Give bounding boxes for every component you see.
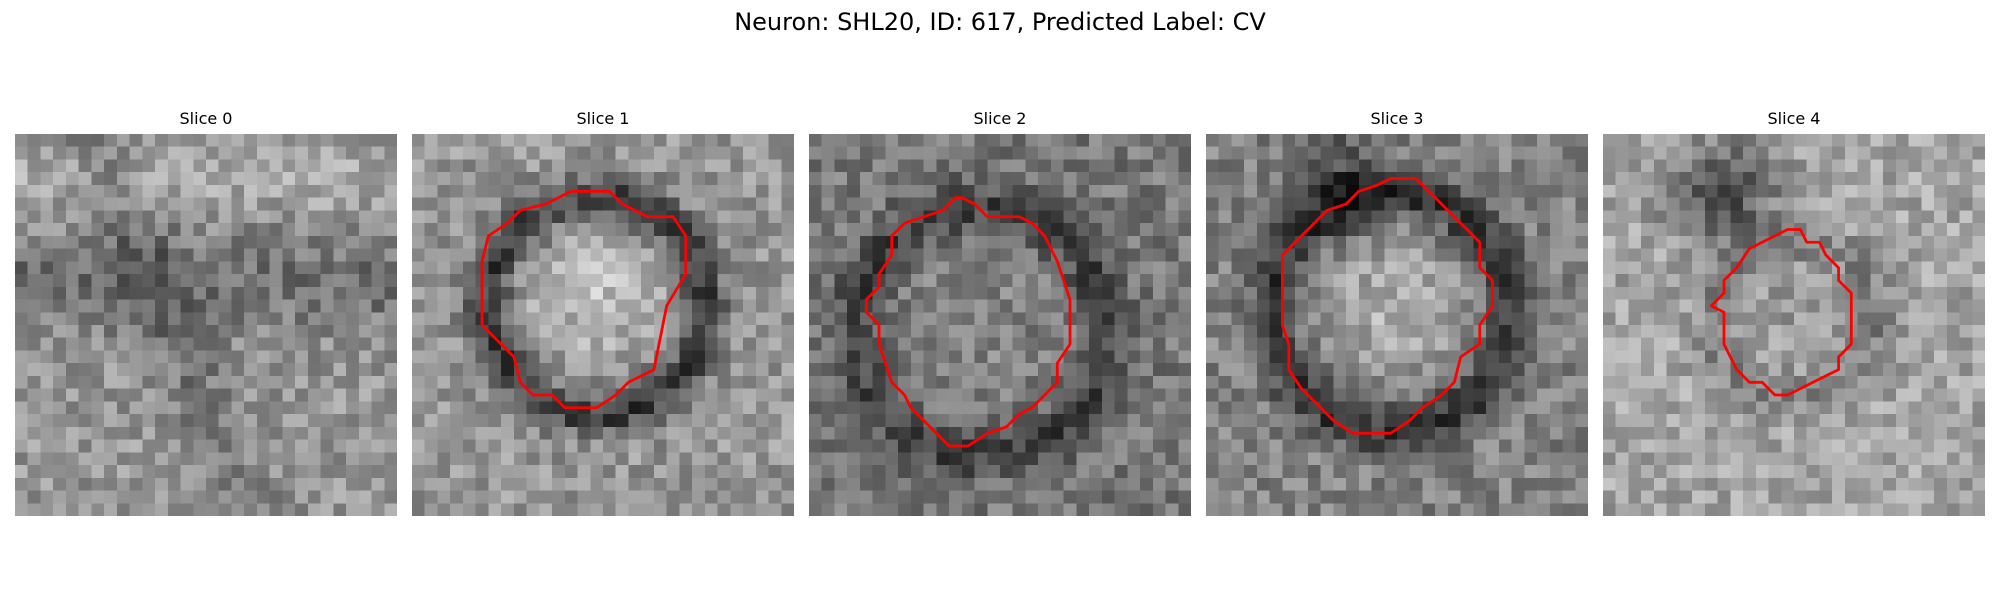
slice-panel-1: Slice 1 [412, 108, 794, 516]
slice-image-4 [1603, 134, 1985, 516]
slice-title-3: Slice 3 [1370, 109, 1424, 128]
slice-panel-3: Slice 3 [1206, 108, 1588, 516]
slice-title-4: Slice 4 [1767, 109, 1821, 128]
figure-title: Neuron: SHL20, ID: 617, Predicted Label:… [734, 8, 1266, 36]
contour-outline-3 [1280, 177, 1494, 435]
segmentation-contour-3 [1280, 177, 1494, 435]
slice-title-0: Slice 0 [179, 109, 233, 128]
slice-image-0 [15, 134, 397, 516]
contour-outline-2 [864, 196, 1072, 448]
slice-title-2: Slice 2 [973, 109, 1027, 128]
slice-title-1: Slice 1 [576, 109, 630, 128]
slice-panel-0: Slice 0 [15, 108, 397, 516]
slice-image-1 [412, 134, 794, 516]
slice-panel-2: Slice 2 [809, 108, 1191, 516]
contour-outline-1 [480, 189, 688, 410]
segmentation-contour-2 [864, 196, 1072, 448]
segmentation-contour-4 [1709, 228, 1853, 397]
contour-outline-4 [1709, 228, 1853, 397]
slice-image-2 [809, 134, 1191, 516]
segmentation-contour-1 [480, 189, 688, 410]
slice-image-3 [1206, 134, 1588, 516]
slice-panel-4: Slice 4 [1603, 108, 1985, 516]
